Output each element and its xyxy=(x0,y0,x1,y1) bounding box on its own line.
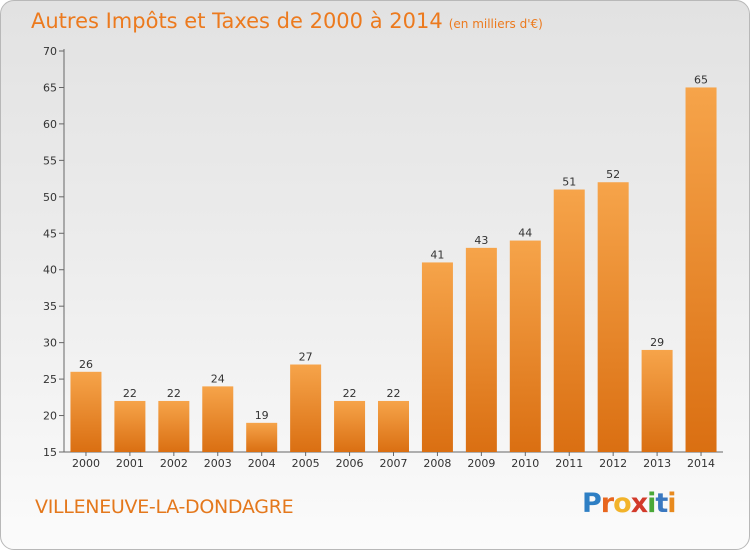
x-tick-label: 2006 xyxy=(336,457,364,470)
data-label: 22 xyxy=(167,387,181,400)
bar xyxy=(553,189,585,452)
data-label: 22 xyxy=(123,387,137,400)
data-label: 51 xyxy=(562,176,576,189)
y-tick-label: 45 xyxy=(43,227,57,240)
data-label: 65 xyxy=(694,73,708,86)
logo-letter: P xyxy=(582,488,602,519)
logo-letter: t xyxy=(655,488,668,519)
bar xyxy=(114,400,146,452)
x-tick-label: 2000 xyxy=(72,457,100,470)
y-tick-label: 50 xyxy=(43,191,57,204)
x-tick-label: 2012 xyxy=(599,457,627,470)
data-label: 26 xyxy=(79,358,93,371)
labels: 26 22 22 24 19 27 22 22 41 43 44 51 52 29 65 xyxy=(79,73,708,421)
bar xyxy=(246,422,278,452)
bar xyxy=(290,364,322,452)
bar xyxy=(685,87,717,453)
bar xyxy=(597,182,629,452)
logo-letter: i xyxy=(647,488,656,519)
chart-unit: (en milliers d'€) xyxy=(448,17,543,31)
x-tick-label: 2014 xyxy=(687,457,715,470)
chart-title: Autres Impôts et Taxes de 2000 à 2014 (en… xyxy=(31,9,543,33)
y-tick-label: 35 xyxy=(43,300,57,313)
x-tick-label: 2002 xyxy=(160,457,188,470)
bar xyxy=(70,371,102,452)
y-tick-label: 25 xyxy=(43,373,57,386)
data-label: 19 xyxy=(255,409,269,422)
y-tick-label: 60 xyxy=(43,118,57,131)
data-label: 29 xyxy=(650,336,664,349)
x-tick-label: 2010 xyxy=(511,457,539,470)
bar xyxy=(378,400,409,452)
x-tick-label: 2005 xyxy=(292,457,320,470)
bar xyxy=(334,400,366,452)
proxiti-logo[interactable]: Proxiti xyxy=(582,488,677,519)
data-label: 24 xyxy=(211,372,225,385)
x-tick-label: 2007 xyxy=(380,457,408,470)
logo-letter: x xyxy=(630,488,648,519)
x-tick-label: 2003 xyxy=(204,457,232,470)
y-tick-label: 70 xyxy=(43,45,57,58)
logo-letter: r xyxy=(600,488,614,519)
chart-title-text: Autres Impôts et Taxes de 2000 à 2014 xyxy=(31,9,443,33)
x-tick-label: 2009 xyxy=(467,457,495,470)
y-tick-label: 20 xyxy=(43,410,57,423)
x-tick-label: 2008 xyxy=(423,457,451,470)
data-label: 27 xyxy=(299,351,313,364)
commune-name: VILLENEUVE-LA-DONDAGRE xyxy=(35,496,294,518)
bar xyxy=(202,386,234,452)
logo-letter: o xyxy=(613,488,632,519)
x-tick-label: 2004 xyxy=(248,457,276,470)
x-tick-label: 2013 xyxy=(643,457,671,470)
bar xyxy=(158,400,190,452)
y-tick-label: 30 xyxy=(43,337,57,350)
data-label: 44 xyxy=(518,227,532,240)
data-label: 22 xyxy=(387,387,401,400)
y-tick-label: 65 xyxy=(43,81,57,94)
bars xyxy=(70,87,717,453)
axes: 15 20 25 30 35 40 45 50 55 60 65 70 2000 2001 2002 2003… xyxy=(43,45,723,470)
logo-letter: i xyxy=(667,488,676,519)
bar xyxy=(421,262,453,452)
x-tick-label: 2001 xyxy=(116,457,144,470)
bar xyxy=(465,247,497,452)
y-tick-label: 55 xyxy=(43,154,57,167)
x-tick-label: 2011 xyxy=(555,457,583,470)
y-tick-label: 15 xyxy=(43,446,57,459)
data-label: 52 xyxy=(606,168,620,181)
bar xyxy=(509,240,541,452)
data-label: 22 xyxy=(343,387,357,400)
data-label: 41 xyxy=(430,248,444,261)
data-label: 43 xyxy=(474,234,488,247)
bar xyxy=(641,349,673,452)
y-tick-label: 40 xyxy=(43,264,57,277)
